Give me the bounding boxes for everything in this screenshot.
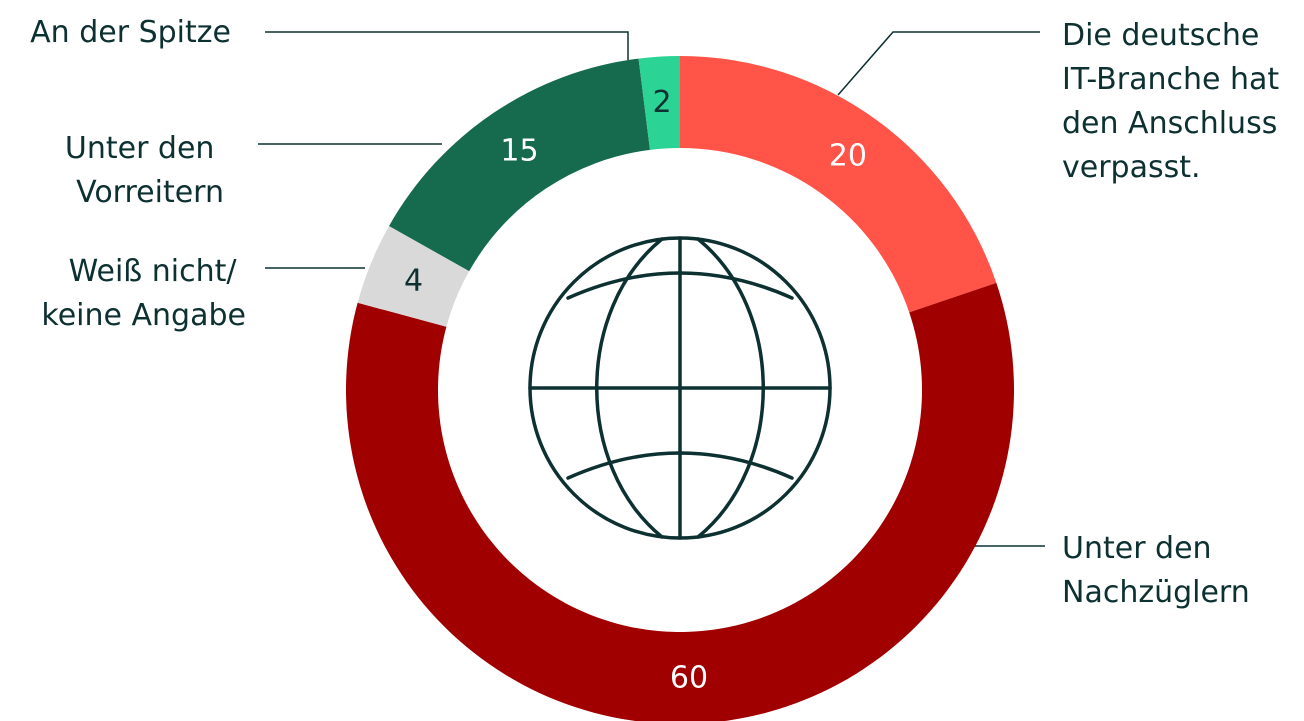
category-label-line: Unter den — [1062, 531, 1212, 566]
value-label-slice-3: 15 — [500, 133, 538, 168]
value-labels: 20 60 4 15 2 — [404, 85, 867, 695]
category-label-line: IT-Branche hat — [1062, 62, 1279, 97]
value-label-slice-2: 4 — [404, 263, 423, 298]
leader-lines — [258, 31, 1045, 547]
category-label-line: Vorreitern — [76, 175, 224, 210]
category-label-slice-3: Unter den Vorreitern — [65, 131, 224, 210]
category-label-line: Weiß nicht/ — [69, 254, 238, 289]
category-label-slice-0: Die deutsche IT-Branche hat den Anschlus… — [1062, 18, 1289, 185]
globe-icon — [528, 236, 832, 540]
value-label-slice-1: 60 — [670, 660, 708, 695]
value-label-slice-0: 20 — [829, 138, 867, 173]
category-label-slice-4: An der Spitze — [30, 15, 231, 50]
category-label-line: Die deutsche — [1062, 18, 1259, 53]
donut-slice-0 — [680, 56, 997, 313]
category-label-slice-1: Unter den Nachzüglern — [1062, 531, 1250, 610]
donut-slice-1 — [346, 282, 1014, 721]
donut-slice-3 — [389, 58, 650, 272]
category-label-slice-2: Weiß nicht/ keine Angabe — [41, 254, 246, 333]
donut-slice-2 — [357, 226, 470, 327]
donut-slices — [346, 56, 1014, 721]
category-label-line: den Anschluss — [1062, 106, 1277, 141]
category-label-line: keine Angabe — [41, 298, 246, 333]
donut-slice-4 — [638, 56, 680, 150]
category-label-line: Unter den — [65, 131, 215, 166]
leader-line-slice-4 — [265, 31, 629, 60]
category-label-line: An der Spitze — [30, 15, 231, 50]
category-labels: Die deutsche IT-Branche hat den Anschlus… — [30, 15, 1289, 610]
category-label-line: verpasst. — [1062, 150, 1201, 185]
value-label-slice-4: 2 — [653, 85, 672, 120]
category-label-line: Nachzüglern — [1062, 575, 1250, 610]
leader-line-slice-0 — [837, 31, 1040, 96]
